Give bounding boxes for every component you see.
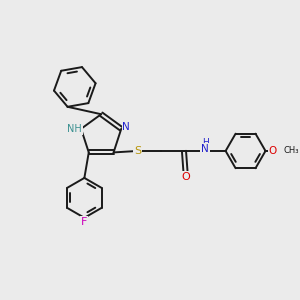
Text: N: N (201, 144, 209, 154)
Text: F: F (81, 217, 88, 227)
Text: N: N (122, 122, 130, 132)
Text: O: O (181, 172, 190, 182)
Text: CH₃: CH₃ (283, 146, 298, 155)
Text: O: O (268, 146, 277, 156)
Text: NH: NH (67, 124, 82, 134)
Text: S: S (134, 146, 141, 156)
Text: H: H (202, 138, 208, 147)
